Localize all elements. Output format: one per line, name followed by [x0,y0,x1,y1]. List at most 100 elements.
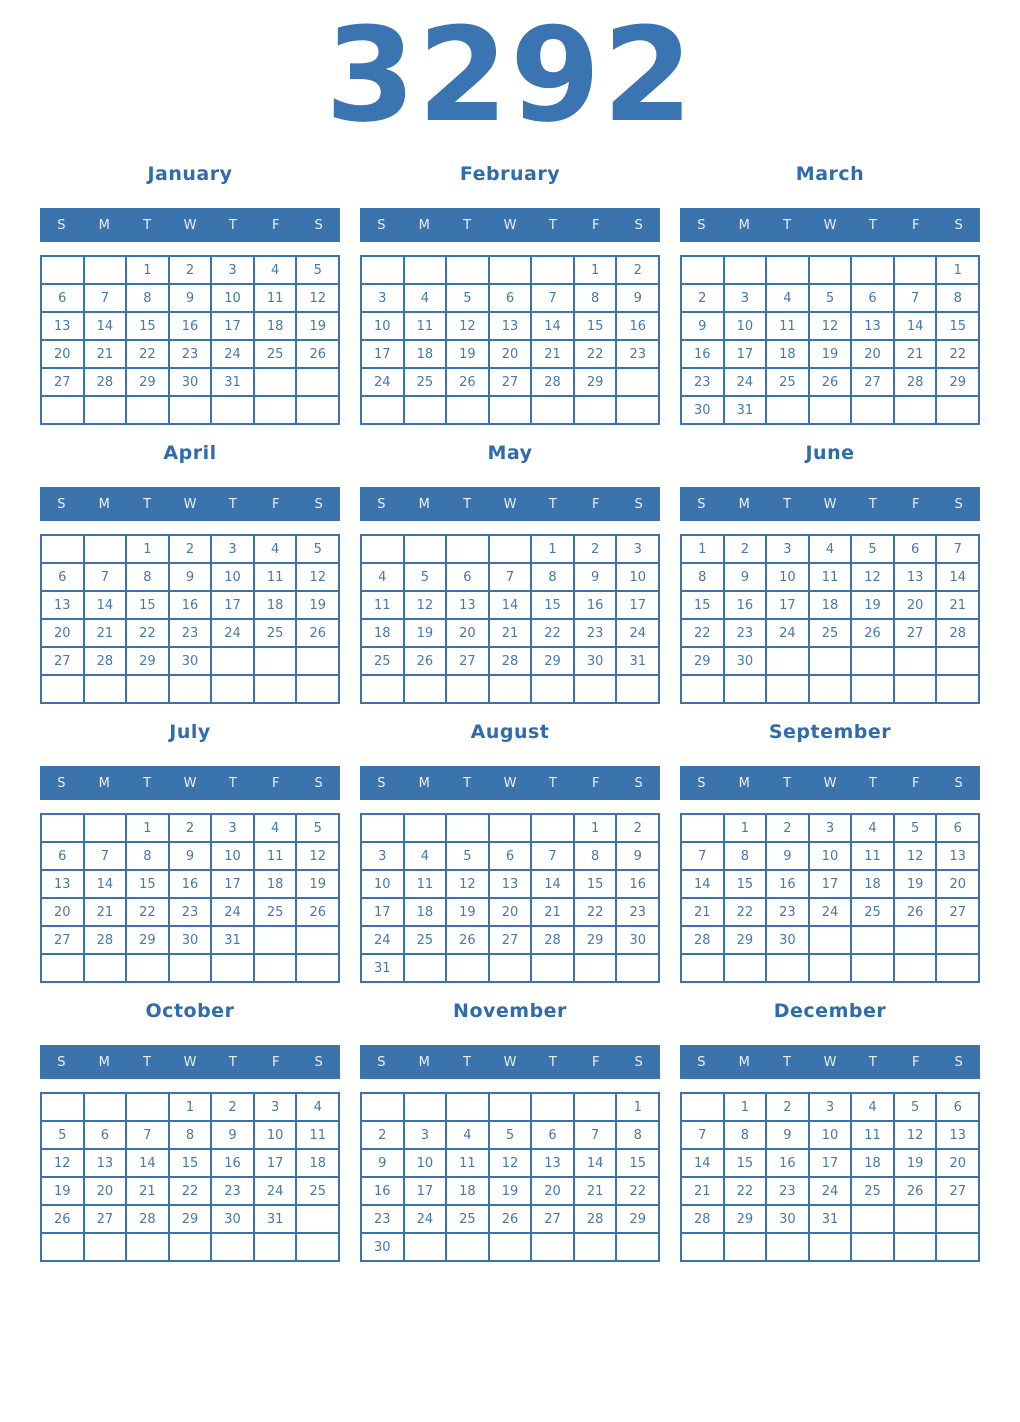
weekday-label: S [377,496,386,512]
month-may: May S M T W T F S 1 2 3 4 5 6 7 8 9 10 11 12 13 14 15 16 17 18 19 2… [360,443,660,704]
day-cell: 25 [766,368,809,396]
day-cell: 6 [41,563,84,591]
day-cell-empty [936,396,979,424]
day-cell-empty [808,396,852,424]
weekday-label: T [463,1054,472,1070]
day-cell-empty [41,814,84,842]
day-cell: 5 [446,842,489,870]
day-cell: 4 [253,814,297,842]
day-cell-empty [851,1205,894,1233]
day-cell: 11 [403,312,447,340]
day-cell-empty [573,675,617,703]
months-grid: January S M T W T F S 1 2 3 4 5 6 7 8 9 10 11 12 13 14 15 16 17 1… [0,164,1020,1262]
day-cell: 30 [766,1205,809,1233]
day-cell: 19 [446,340,489,368]
day-cell: 21 [488,619,532,647]
day-cell: 11 [253,563,297,591]
day-cell: 23 [766,898,809,926]
day-cell: 9 [616,284,659,312]
weekday-label: S [57,217,66,233]
day-cell: 5 [893,814,937,842]
day-cell: 31 [616,647,659,675]
day-cell-empty [126,1093,169,1121]
weekday-label: F [591,217,600,233]
day-cell: 12 [851,563,894,591]
day-cell: 18 [253,312,297,340]
day-cell: 1 [531,535,574,563]
day-cell: 3 [361,284,404,312]
day-cell: 12 [808,312,852,340]
day-cell-empty [446,256,489,284]
day-cell: 16 [168,870,212,898]
day-cell: 9 [766,842,809,870]
day-cell: 30 [573,647,617,675]
weekday-label: W [823,775,837,791]
day-cell-empty [851,954,894,982]
day-cell-empty [403,396,447,424]
weekday-label: S [697,775,706,791]
day-cell: 6 [41,284,84,312]
day-cell: 7 [83,284,127,312]
day-cell: 12 [296,842,339,870]
day-cell-empty [893,675,937,703]
day-cell: 24 [616,619,659,647]
day-cell: 31 [361,954,404,982]
day-cell: 23 [616,898,659,926]
day-cell: 9 [211,1121,254,1149]
weekday-label: T [868,1054,877,1070]
day-cell-empty [83,1233,127,1261]
day-cell: 17 [361,340,404,368]
day-cell-empty [936,675,979,703]
month-title-march: March [795,163,865,185]
day-cell: 9 [361,1149,404,1177]
day-cell: 11 [361,591,404,619]
day-cell: 20 [531,1177,574,1205]
day-cell: 9 [723,563,767,591]
day-cell: 6 [488,284,532,312]
day-cell: 25 [361,647,404,675]
day-cell-empty [936,926,979,954]
weekday-label: T [783,1054,792,1070]
day-cell: 1 [573,256,617,284]
day-cell: 19 [296,312,339,340]
day-cell: 2 [211,1093,254,1121]
day-cell: 4 [361,563,404,591]
day-cell: 26 [296,340,339,368]
day-cell: 19 [808,340,852,368]
day-cell: 7 [936,535,979,563]
month-title-january: January [147,163,233,185]
day-cell: 19 [488,1177,532,1205]
day-cell-empty [808,647,852,675]
day-cell: 2 [168,256,212,284]
day-cell-empty [403,814,447,842]
day-cell-empty [83,954,127,982]
day-cell: 11 [296,1121,339,1149]
day-cell-empty [766,647,809,675]
day-cell: 15 [723,870,767,898]
day-cell: 29 [126,926,169,954]
day-cell-empty [488,1233,532,1261]
day-cell: 19 [296,591,339,619]
day-cell: 19 [296,870,339,898]
day-cell: 1 [168,1093,212,1121]
day-cell: 23 [168,340,212,368]
weekday-label: W [183,775,197,791]
day-cell: 13 [851,312,894,340]
day-cell-empty [766,256,809,284]
month-title-june: June [805,442,855,464]
weekday-label: M [738,217,750,233]
day-cell: 14 [488,591,532,619]
day-cell: 21 [83,898,127,926]
day-cell: 15 [616,1149,659,1177]
weekday-label: S [314,1054,323,1070]
day-cell: 13 [446,591,489,619]
weekday-label: T [143,496,152,512]
month-february: February S M T W T F S 1 2 3 4 5 6 7 8 9 10 11 12 13 14 15 16 17… [360,164,660,425]
day-cell: 14 [83,591,127,619]
day-cell-empty [681,954,724,982]
day-cell: 21 [531,340,574,368]
weekday-label: T [548,217,557,233]
day-cell: 15 [126,591,169,619]
day-cell: 11 [808,563,852,591]
